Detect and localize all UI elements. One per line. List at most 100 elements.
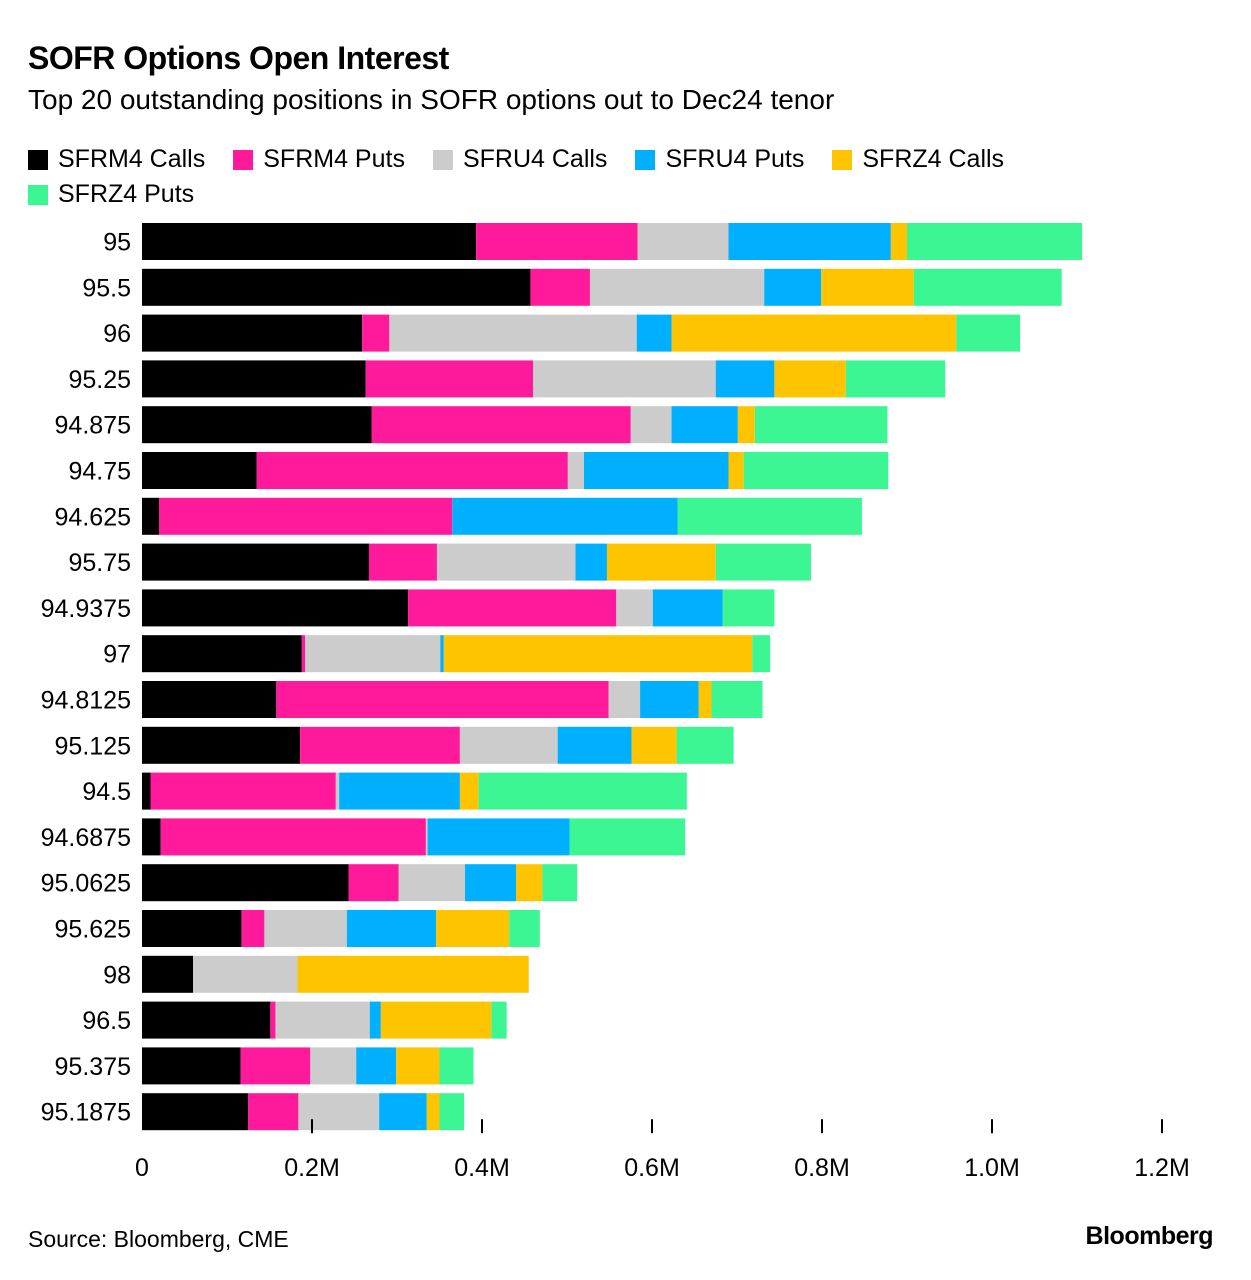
bar-segment [436, 910, 510, 947]
bar-segment [241, 910, 265, 947]
bar-segment [821, 268, 914, 306]
legend-swatch-icon [635, 149, 656, 170]
category-label: 95 [103, 229, 131, 257]
category-label: 94.9375 [41, 595, 131, 623]
bar-segment [335, 772, 340, 810]
bar-segment [575, 543, 607, 581]
bar-segment [956, 314, 1021, 352]
bar-segment [752, 635, 771, 673]
bar-segment [845, 360, 946, 398]
category-label: 94.5 [82, 778, 131, 806]
x-tick-label: 0.8M [794, 1154, 850, 1182]
bar-segment [371, 406, 631, 444]
bar-segment [150, 772, 336, 810]
bar-segment [439, 1047, 474, 1085]
legend-swatch-icon [28, 149, 48, 170]
bar-segment [436, 543, 576, 581]
x-tick-label: 0.2M [284, 1154, 340, 1182]
bar-segment [728, 452, 744, 489]
bar-segment [193, 955, 298, 993]
bar-segment [491, 1001, 507, 1039]
chart-title: SOFR Options Open Interest [28, 40, 449, 76]
category-label: 95.0625 [41, 870, 131, 898]
bar-segment [637, 223, 729, 260]
bar-segment [722, 589, 775, 627]
category-label: 95.625 [55, 916, 131, 944]
category-label: 95.375 [55, 1053, 131, 1081]
bar-segment [631, 726, 677, 764]
bar-segment [427, 818, 570, 856]
bar-segment [380, 1001, 492, 1039]
bar-segment [142, 864, 349, 902]
legend-item: SFRZ4 Calls [832, 142, 1004, 177]
legend-label: SFRU4 Calls [462, 145, 608, 173]
bar-segment [142, 543, 369, 581]
bar-segment [396, 1047, 440, 1085]
legend-item: SFRZ4 Puts [28, 177, 194, 212]
bar-segment [142, 268, 531, 306]
bar-segment [142, 955, 193, 993]
bar-segment [142, 497, 159, 535]
category-label: 94.6875 [41, 824, 131, 852]
bar-segment [368, 543, 437, 581]
bar-segment [365, 360, 533, 398]
category-label: 94.8125 [41, 687, 131, 715]
bar-segment [160, 818, 426, 856]
bar-segment [369, 1001, 381, 1039]
source-note: Source: Bloomberg, CME [28, 1226, 289, 1252]
bar-segment [608, 681, 641, 718]
bar-segment [676, 726, 734, 764]
bar-segment [913, 268, 1062, 306]
bar-segment [452, 497, 678, 535]
bar-segment [476, 223, 638, 260]
x-tick-label: 1.0M [964, 1154, 1020, 1182]
bar-segment [275, 1001, 370, 1039]
bar-segment [711, 681, 763, 718]
legend-swatch-icon [432, 149, 453, 170]
bar-segment [310, 1047, 357, 1085]
bar-segment [142, 452, 257, 489]
legend-swatch-icon [233, 149, 254, 170]
category-label: 95.25 [68, 366, 131, 394]
category-label: 95.1875 [41, 1099, 131, 1127]
bar-segment [671, 406, 738, 444]
legend-item: SFRM4 Calls [28, 142, 205, 177]
bar-segment [439, 1093, 465, 1131]
category-label: 94.75 [68, 458, 131, 486]
bar-segment [715, 543, 811, 581]
bar-segment [142, 1093, 249, 1131]
bar-segment [533, 360, 716, 398]
bar-segment [764, 268, 822, 306]
category-label: 95.5 [82, 274, 131, 302]
bar-segment [346, 910, 437, 947]
bar-segment [459, 772, 479, 810]
bar-segment [300, 726, 460, 764]
bar-segment [890, 223, 907, 260]
x-tick-label: 1.2M [1134, 1154, 1190, 1182]
bar-segment [465, 864, 516, 902]
bar-segment [530, 268, 590, 306]
legend-label: SFRM4 Calls [58, 145, 206, 173]
bar-segment [389, 314, 637, 352]
bar-segment [256, 452, 568, 489]
category-label: 95.75 [68, 549, 131, 577]
bar-segment [640, 681, 699, 718]
bar-segment [142, 223, 477, 260]
bar-segment [509, 910, 540, 947]
category-label: 98 [103, 961, 131, 989]
bar-segment [652, 589, 723, 627]
bar-segment [298, 1093, 380, 1131]
bar-segment [557, 726, 632, 764]
bar-segment [569, 818, 686, 856]
bar-segment [305, 635, 441, 673]
bar-segment [159, 497, 453, 535]
bar-segment [606, 543, 716, 581]
bar-segment [142, 910, 242, 947]
bloomberg-logo: Bloomberg [1085, 1222, 1214, 1250]
bar-segment [671, 314, 957, 352]
category-label: 95.125 [55, 732, 131, 760]
bar-segment [589, 268, 765, 306]
bar-segment [636, 314, 672, 352]
bar-segment [459, 726, 558, 764]
bar-segment [248, 1093, 299, 1131]
